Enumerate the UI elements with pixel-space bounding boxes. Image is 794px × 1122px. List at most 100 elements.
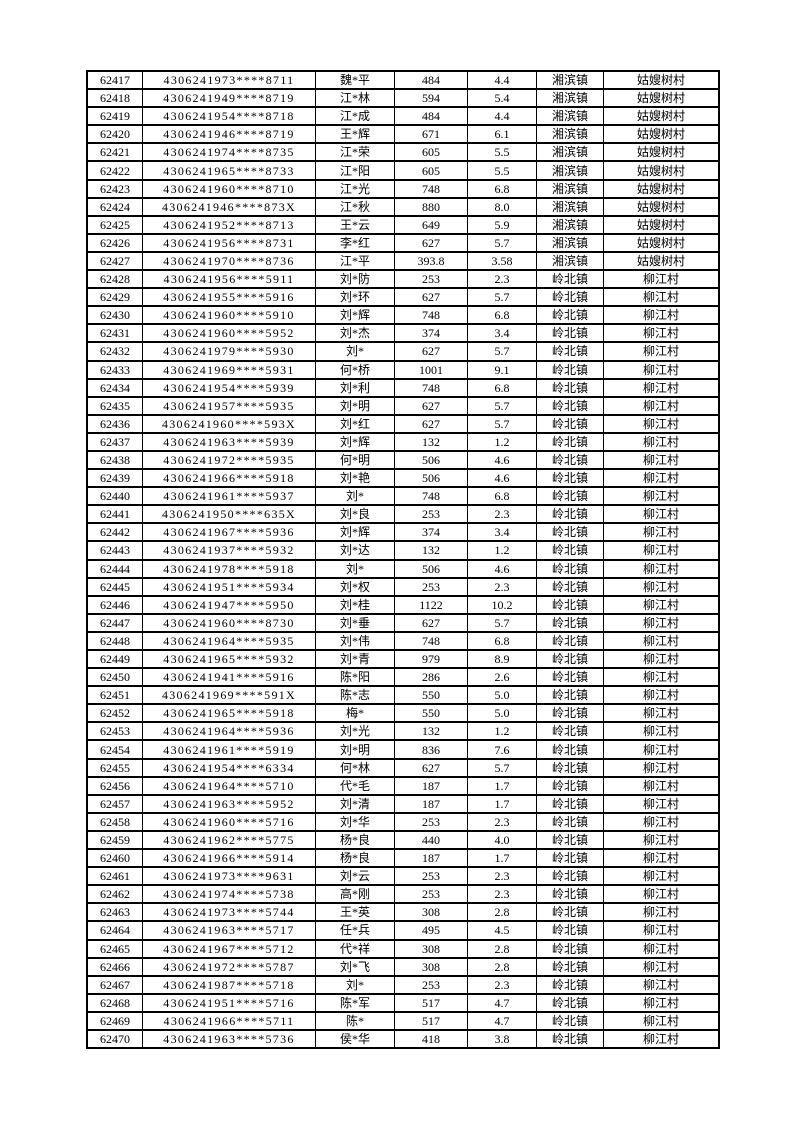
table-cell: 姑嫂树村 bbox=[603, 250, 720, 272]
table-cell: 62422 bbox=[86, 160, 143, 181]
table-cell: 649 bbox=[394, 214, 468, 235]
table-cell: 刘*华 bbox=[315, 811, 395, 832]
table-cell: 柳江村 bbox=[603, 974, 720, 995]
table-row: 62442 4306241967****5936 刘*辉 374 3.4 岭北镇 柳江村 bbox=[86, 522, 720, 543]
table-cell: 柳江村 bbox=[603, 648, 720, 670]
table-cell: 刘*艳 bbox=[315, 468, 395, 489]
table-cell: 253 bbox=[394, 576, 468, 597]
table-cell: 4306241960****5716 bbox=[142, 811, 316, 832]
table-cell: 9.1 bbox=[467, 359, 537, 380]
table-cell: 253 bbox=[394, 504, 468, 525]
table-row: 62441 4306241950****635X 刘*良 253 2.3 岭北镇 柳江村 bbox=[86, 504, 720, 525]
table-cell: 62454 bbox=[86, 739, 143, 760]
table-row: 62433 4306241969****5931 何*桥 1001 9.1 岭北镇 柳江村 bbox=[86, 359, 720, 380]
table-cell: 5.5 bbox=[467, 142, 537, 163]
table-cell: 代*毛 bbox=[315, 775, 395, 796]
table-cell: 62421 bbox=[86, 142, 143, 163]
table-cell: 柳江村 bbox=[603, 323, 720, 344]
table-cell: 1.2 bbox=[467, 431, 537, 452]
table-cell: 62431 bbox=[86, 323, 143, 344]
table-cell: 柳江村 bbox=[603, 341, 720, 362]
table-cell: 岭北镇 bbox=[536, 305, 604, 326]
table-cell: 187 bbox=[394, 848, 468, 869]
table-cell: 308 bbox=[394, 956, 468, 977]
table-cell: 王*英 bbox=[315, 902, 395, 923]
table-cell: 岭北镇 bbox=[536, 341, 604, 362]
table-row: 62445 4306241951****5934 刘*权 253 2.3 岭北镇 柳江村 bbox=[86, 576, 720, 597]
table-cell: 4306241973****9631 bbox=[142, 866, 316, 887]
table-cell: 62455 bbox=[86, 757, 143, 778]
table-cell: 5.7 bbox=[467, 413, 537, 434]
table-cell: 4306241963****5736 bbox=[142, 1028, 316, 1050]
table-cell: 梅* bbox=[315, 703, 395, 724]
table-cell: 岭北镇 bbox=[536, 359, 604, 380]
table-row: 62443 4306241937****5932 刘*达 132 1.2 岭北镇 柳江村 bbox=[86, 540, 720, 561]
table-cell: 4306241946****873X bbox=[142, 196, 316, 217]
table-cell: 4306241963****5939 bbox=[142, 431, 316, 452]
table-cell: 308 bbox=[394, 902, 468, 923]
table-cell: 1.2 bbox=[467, 721, 537, 742]
table-cell: 5.7 bbox=[467, 232, 537, 253]
table-cell: 5.7 bbox=[467, 395, 537, 416]
table-row: 62426 4306241956****8731 李*红 627 5.7 湘滨镇 姑嫂树村 bbox=[86, 232, 720, 253]
table-row: 62434 4306241954****5939 刘*利 748 6.8 岭北镇 柳江村 bbox=[86, 377, 720, 398]
table-cell: 4.6 bbox=[467, 449, 537, 471]
table-cell: 62427 bbox=[86, 250, 143, 272]
table-cell: 陈* bbox=[315, 1010, 395, 1031]
table-cell: 62444 bbox=[86, 558, 143, 579]
table-cell: 62458 bbox=[86, 811, 143, 832]
table-cell: 江*秋 bbox=[315, 196, 395, 217]
table-cell: 姑嫂树村 bbox=[603, 69, 720, 91]
table-cell: 2.3 bbox=[467, 504, 537, 525]
table-cell: 517 bbox=[394, 1010, 468, 1031]
table-cell: 刘* bbox=[315, 341, 395, 362]
table-cell: 柳江村 bbox=[603, 902, 720, 923]
table-cell: 2.3 bbox=[467, 811, 537, 832]
table-cell: 柳江村 bbox=[603, 449, 720, 471]
table-cell: 62417 bbox=[86, 69, 143, 91]
table-cell: 62460 bbox=[86, 848, 143, 869]
table-cell: 岭北镇 bbox=[536, 287, 604, 308]
table-cell: 484 bbox=[394, 69, 468, 91]
table-cell: 6.8 bbox=[467, 305, 537, 326]
table-cell: 柳江村 bbox=[603, 612, 720, 633]
table-cell: 4306241946****8719 bbox=[142, 124, 316, 145]
table-cell: 2.3 bbox=[467, 576, 537, 597]
table-row: 62463 4306241973****5744 王*英 308 2.8 岭北镇 柳江村 bbox=[86, 902, 720, 923]
table-cell: 4306241941****5916 bbox=[142, 667, 316, 688]
table-row: 62428 4306241956****5911 刘*防 253 2.3 岭北镇 柳江村 bbox=[86, 269, 720, 290]
table-cell: 748 bbox=[394, 377, 468, 398]
table-cell: 柳江村 bbox=[603, 287, 720, 308]
table-cell: 岭北镇 bbox=[536, 685, 604, 706]
table-cell: 岭北镇 bbox=[536, 612, 604, 633]
table-cell: 2.8 bbox=[467, 956, 537, 977]
table-cell: 江*荣 bbox=[315, 142, 395, 163]
table-row: 62421 4306241974****8735 江*荣 605 5.5 湘滨镇 姑嫂树村 bbox=[86, 142, 720, 163]
table-cell: 柳江村 bbox=[603, 413, 720, 434]
table-cell: 高*刚 bbox=[315, 884, 395, 905]
table-cell: 柳江村 bbox=[603, 269, 720, 290]
table-cell: 4306241966****5711 bbox=[142, 1010, 316, 1031]
table-cell: 627 bbox=[394, 287, 468, 308]
table-cell: 286 bbox=[394, 667, 468, 688]
table-cell: 岭北镇 bbox=[536, 884, 604, 905]
table-cell: 594 bbox=[394, 88, 468, 109]
table-cell: 魏*平 bbox=[315, 69, 395, 91]
table-cell: 岭北镇 bbox=[536, 449, 604, 471]
table-row: 62425 4306241952****8713 王*云 649 5.9 湘滨镇 姑嫂树村 bbox=[86, 214, 720, 235]
table-cell: 江*阳 bbox=[315, 160, 395, 181]
table-cell: 1.7 bbox=[467, 848, 537, 869]
table-cell: 506 bbox=[394, 558, 468, 579]
table-cell: 柳江村 bbox=[603, 685, 720, 706]
table-cell: 岭北镇 bbox=[536, 902, 604, 923]
table-cell: 4306241951****5716 bbox=[142, 992, 316, 1013]
table-cell: 6.8 bbox=[467, 178, 537, 199]
table-cell: 62468 bbox=[86, 992, 143, 1013]
table-cell: 62463 bbox=[86, 902, 143, 923]
table-cell: 柳江村 bbox=[603, 486, 720, 507]
table-cell: 627 bbox=[394, 341, 468, 362]
table-cell: 柳江村 bbox=[603, 757, 720, 778]
table-cell: 姑嫂树村 bbox=[603, 160, 720, 181]
table-cell: 4306241960****8710 bbox=[142, 178, 316, 199]
table-cell: 4306241937****5932 bbox=[142, 540, 316, 561]
